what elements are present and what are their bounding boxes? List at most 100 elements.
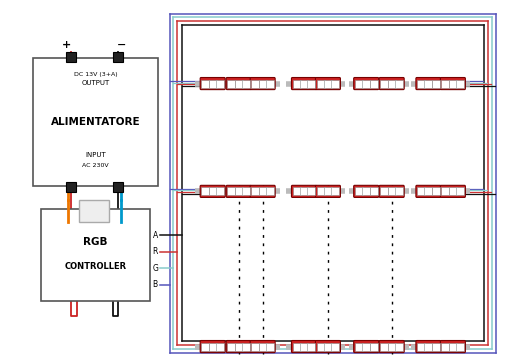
Bar (258, 79, 266, 88)
Bar (113, 182, 123, 192)
Bar (242, 343, 249, 351)
FancyBboxPatch shape (291, 78, 316, 90)
Bar (387, 79, 395, 88)
FancyBboxPatch shape (439, 185, 465, 197)
Bar (216, 187, 223, 195)
Bar (66, 52, 75, 62)
Bar (316, 187, 324, 195)
Bar (380, 79, 387, 88)
Bar (394, 187, 402, 195)
FancyBboxPatch shape (225, 78, 251, 90)
FancyBboxPatch shape (415, 78, 440, 90)
Bar (266, 343, 273, 351)
FancyBboxPatch shape (315, 340, 340, 353)
Bar (201, 343, 209, 351)
FancyBboxPatch shape (200, 78, 225, 90)
Bar (361, 79, 370, 88)
Bar (208, 343, 216, 351)
Bar (423, 187, 432, 195)
Bar (251, 79, 259, 88)
Bar (316, 79, 324, 88)
Bar (323, 79, 331, 88)
Bar (380, 343, 387, 351)
Bar (316, 343, 324, 351)
Text: DC 13V (3+A): DC 13V (3+A) (74, 72, 117, 77)
FancyBboxPatch shape (315, 78, 340, 90)
Bar (113, 52, 123, 62)
Bar (299, 79, 307, 88)
FancyBboxPatch shape (353, 78, 378, 90)
Bar (361, 187, 370, 195)
Bar (266, 187, 273, 195)
FancyBboxPatch shape (200, 340, 225, 353)
Bar (323, 343, 331, 351)
Text: G: G (152, 264, 158, 273)
FancyBboxPatch shape (353, 185, 378, 197)
Bar (292, 343, 300, 351)
Bar (307, 343, 315, 351)
FancyBboxPatch shape (33, 58, 158, 186)
Bar (66, 182, 75, 192)
Text: +: + (62, 40, 71, 50)
Bar (361, 343, 370, 351)
Text: INPUT: INPUT (85, 152, 106, 158)
Bar (394, 79, 402, 88)
Bar (208, 187, 216, 195)
Bar (299, 187, 307, 195)
Bar (354, 187, 362, 195)
Bar (251, 187, 259, 195)
Bar (431, 187, 439, 195)
Bar (394, 343, 402, 351)
Bar (307, 79, 315, 88)
Bar (441, 187, 448, 195)
Bar (242, 187, 249, 195)
FancyBboxPatch shape (225, 185, 251, 197)
Bar (448, 187, 456, 195)
FancyBboxPatch shape (415, 185, 440, 197)
FancyBboxPatch shape (353, 340, 378, 353)
Text: CONTROLLER: CONTROLLER (65, 262, 126, 271)
Text: AC 230V: AC 230V (82, 163, 109, 168)
FancyBboxPatch shape (378, 185, 404, 197)
Bar (423, 343, 432, 351)
FancyBboxPatch shape (378, 78, 404, 90)
Bar (456, 187, 463, 195)
Text: R: R (152, 247, 157, 256)
FancyBboxPatch shape (41, 209, 150, 301)
Bar (331, 187, 338, 195)
Bar (369, 343, 377, 351)
Bar (251, 343, 259, 351)
FancyBboxPatch shape (415, 340, 440, 353)
Bar (448, 79, 456, 88)
Bar (258, 187, 266, 195)
Bar (216, 79, 223, 88)
FancyBboxPatch shape (200, 185, 225, 197)
Bar (416, 343, 424, 351)
Bar (216, 343, 223, 351)
FancyBboxPatch shape (249, 78, 275, 90)
Bar (380, 187, 387, 195)
Bar (354, 343, 362, 351)
Bar (227, 187, 235, 195)
Bar (234, 187, 242, 195)
Bar (423, 79, 432, 88)
FancyBboxPatch shape (225, 340, 251, 353)
Bar (331, 79, 338, 88)
Text: B: B (152, 280, 157, 290)
Bar (307, 187, 315, 195)
Text: ALIMENTATORE: ALIMENTATORE (51, 117, 140, 127)
Text: OUTPUT: OUTPUT (81, 81, 109, 86)
Bar (266, 79, 273, 88)
Bar (354, 79, 362, 88)
Bar (387, 187, 395, 195)
Bar (456, 79, 463, 88)
Bar (201, 187, 209, 195)
Bar (441, 343, 448, 351)
Bar (208, 79, 216, 88)
Text: RGB: RGB (83, 236, 108, 247)
FancyBboxPatch shape (249, 185, 275, 197)
Bar (258, 343, 266, 351)
FancyBboxPatch shape (439, 340, 465, 353)
Text: −: − (116, 40, 126, 50)
Bar (201, 79, 209, 88)
